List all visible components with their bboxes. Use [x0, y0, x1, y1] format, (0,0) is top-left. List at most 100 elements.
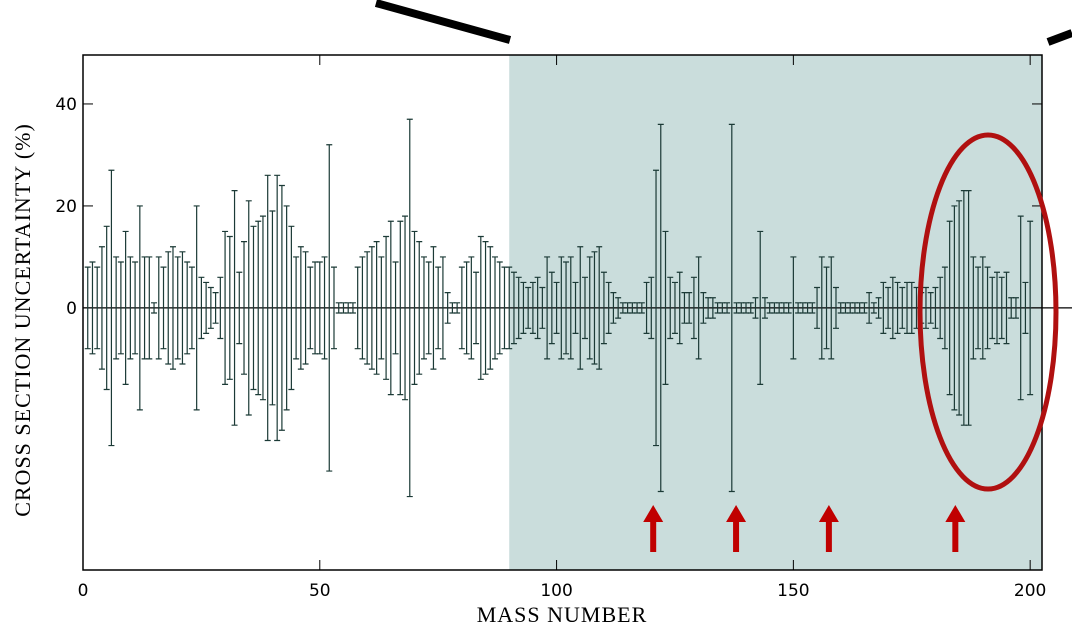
error-bar	[255, 220, 262, 396]
error-bar	[653, 169, 660, 447]
error-bar	[690, 276, 697, 340]
error-bar	[610, 292, 617, 324]
error-bar	[818, 256, 825, 360]
error-bar	[785, 302, 792, 314]
error-bar	[188, 266, 195, 350]
y-tick-label: 40	[55, 95, 77, 115]
error-bar	[558, 256, 565, 360]
plot-frame	[82, 54, 1043, 571]
error-bar	[98, 246, 105, 370]
error-bar	[302, 251, 309, 365]
arrow	[945, 505, 966, 552]
error-bar	[430, 246, 437, 370]
error-bar	[709, 297, 716, 319]
error-bar	[454, 302, 461, 314]
error-bar	[496, 261, 503, 355]
error-bar	[544, 256, 551, 360]
y-tick-label: 0	[66, 299, 77, 319]
error-bar	[686, 292, 693, 324]
error-bar	[411, 230, 418, 385]
error-bar	[643, 281, 650, 335]
error-bar	[728, 123, 735, 493]
error-bar	[667, 276, 674, 340]
error-bar	[269, 210, 276, 406]
error-bar	[875, 297, 882, 319]
error-bar	[989, 276, 996, 340]
error-bar	[226, 235, 233, 380]
error-bar	[477, 235, 484, 380]
x-tick-label: 200	[1014, 581, 1046, 601]
error-bar	[387, 220, 394, 396]
error-bar	[373, 241, 380, 375]
error-bar	[581, 276, 588, 340]
error-bar	[951, 205, 958, 411]
error-bar	[932, 286, 939, 329]
error-bar	[174, 256, 181, 360]
error-bar	[747, 302, 754, 314]
error-bar	[492, 256, 499, 360]
error-bar	[832, 286, 839, 329]
error-bar	[117, 261, 124, 355]
error-bar	[354, 266, 361, 350]
error-bar	[591, 251, 598, 365]
error-bar	[1027, 220, 1034, 396]
error-bar	[402, 215, 409, 401]
error-bar	[956, 200, 963, 416]
error-bar	[515, 276, 522, 340]
y-axis-label: CROSS SECTION UNCERTAINTY (%)	[10, 123, 35, 517]
error-bar	[330, 266, 337, 350]
error-bar	[207, 286, 214, 329]
error-bar	[283, 205, 290, 411]
x-axis-label: MASS NUMBER	[477, 602, 648, 627]
error-bar	[416, 241, 423, 375]
error-bar	[525, 286, 532, 329]
error-bar	[212, 292, 219, 324]
error-bar	[425, 261, 432, 355]
error-bar	[108, 169, 115, 447]
error-bar	[274, 174, 281, 442]
error-bar	[222, 230, 229, 385]
error-bar	[894, 281, 901, 335]
zoom-line	[1046, 29, 1072, 46]
error-bar	[406, 118, 413, 498]
error-bar	[506, 266, 513, 350]
error-bar	[122, 230, 129, 385]
error-bar	[553, 281, 560, 335]
error-bar	[84, 266, 91, 350]
error-bar	[510, 271, 517, 345]
error-bar	[155, 256, 162, 360]
error-bar	[814, 286, 821, 329]
error-bar	[567, 256, 574, 360]
error-bar	[487, 246, 494, 370]
error-bar	[359, 256, 366, 360]
error-bar	[548, 271, 555, 345]
error-bar	[586, 256, 593, 360]
error-bar	[638, 302, 645, 314]
error-bar	[941, 266, 948, 350]
error-bar	[307, 266, 314, 350]
error-bar	[539, 286, 546, 329]
error-bar	[250, 225, 257, 391]
error-bar	[752, 297, 759, 319]
error-bar	[293, 256, 300, 360]
error-bar	[899, 286, 906, 329]
error-bar	[103, 225, 110, 391]
error-bar	[297, 246, 304, 370]
error-bar	[482, 241, 489, 375]
error-bar	[165, 251, 172, 365]
error-bar	[368, 246, 375, 370]
error-bar	[1012, 297, 1019, 319]
error-bar	[231, 190, 238, 426]
error-bar	[889, 276, 896, 340]
error-bar	[127, 256, 134, 360]
error-bar	[94, 266, 101, 350]
error-bar	[870, 302, 877, 314]
error-bar	[563, 261, 570, 355]
error-bar	[463, 261, 470, 355]
x-tick-label: 150	[777, 581, 809, 601]
error-bar	[671, 281, 678, 335]
error-bar	[113, 256, 120, 360]
error-bar	[397, 220, 404, 396]
error-bar	[866, 292, 873, 324]
